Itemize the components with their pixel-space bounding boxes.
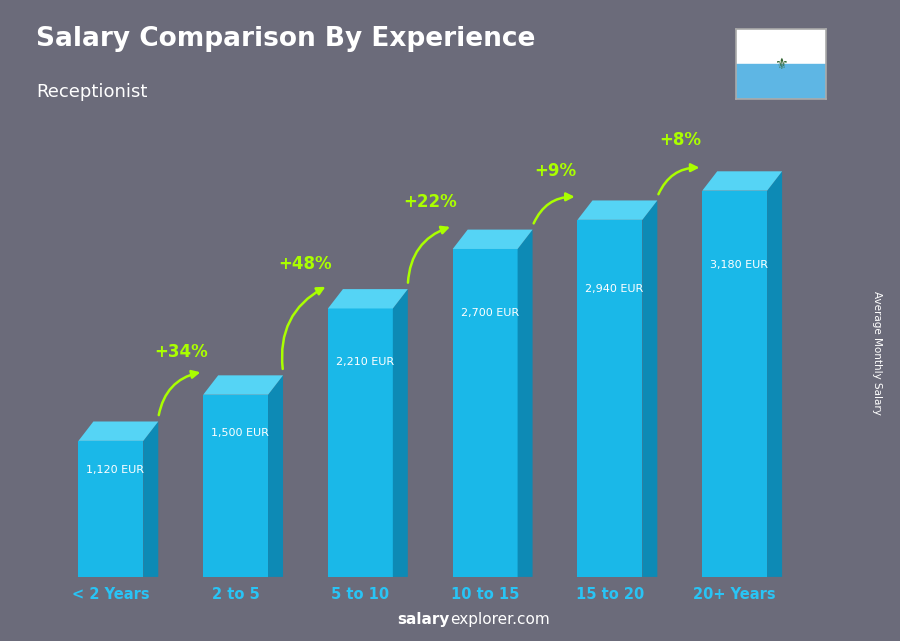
- Text: Average Monthly Salary: Average Monthly Salary: [872, 290, 883, 415]
- Polygon shape: [78, 441, 143, 577]
- Text: 2,940 EUR: 2,940 EUR: [585, 284, 644, 294]
- Text: ⚜: ⚜: [774, 56, 788, 72]
- Polygon shape: [143, 422, 158, 577]
- Polygon shape: [328, 308, 392, 577]
- Text: +48%: +48%: [279, 254, 332, 272]
- Polygon shape: [328, 289, 408, 308]
- Polygon shape: [203, 395, 268, 577]
- Text: 3,180 EUR: 3,180 EUR: [710, 260, 769, 271]
- Polygon shape: [453, 229, 533, 249]
- Text: 1,500 EUR: 1,500 EUR: [212, 428, 269, 438]
- Text: Salary Comparison By Experience: Salary Comparison By Experience: [36, 26, 536, 52]
- Polygon shape: [78, 422, 158, 441]
- Polygon shape: [392, 289, 408, 577]
- Polygon shape: [453, 249, 518, 577]
- Polygon shape: [203, 376, 283, 395]
- Text: +8%: +8%: [659, 131, 701, 149]
- Text: 1,120 EUR: 1,120 EUR: [86, 465, 144, 476]
- Polygon shape: [643, 201, 657, 577]
- Text: +34%: +34%: [154, 343, 208, 361]
- Polygon shape: [702, 190, 767, 577]
- Text: 2,210 EUR: 2,210 EUR: [336, 357, 394, 367]
- Polygon shape: [767, 171, 782, 577]
- Text: salary: salary: [398, 612, 450, 627]
- Text: +9%: +9%: [534, 162, 576, 180]
- Polygon shape: [578, 220, 643, 577]
- Text: Receptionist: Receptionist: [36, 83, 148, 101]
- Text: 2,700 EUR: 2,700 EUR: [461, 308, 518, 318]
- Bar: [736, 29, 826, 64]
- Bar: [736, 64, 826, 99]
- Polygon shape: [702, 171, 782, 190]
- Text: +22%: +22%: [403, 194, 457, 212]
- Polygon shape: [578, 201, 657, 220]
- Text: explorer.com: explorer.com: [450, 612, 550, 627]
- Polygon shape: [518, 229, 533, 577]
- Polygon shape: [268, 376, 283, 577]
